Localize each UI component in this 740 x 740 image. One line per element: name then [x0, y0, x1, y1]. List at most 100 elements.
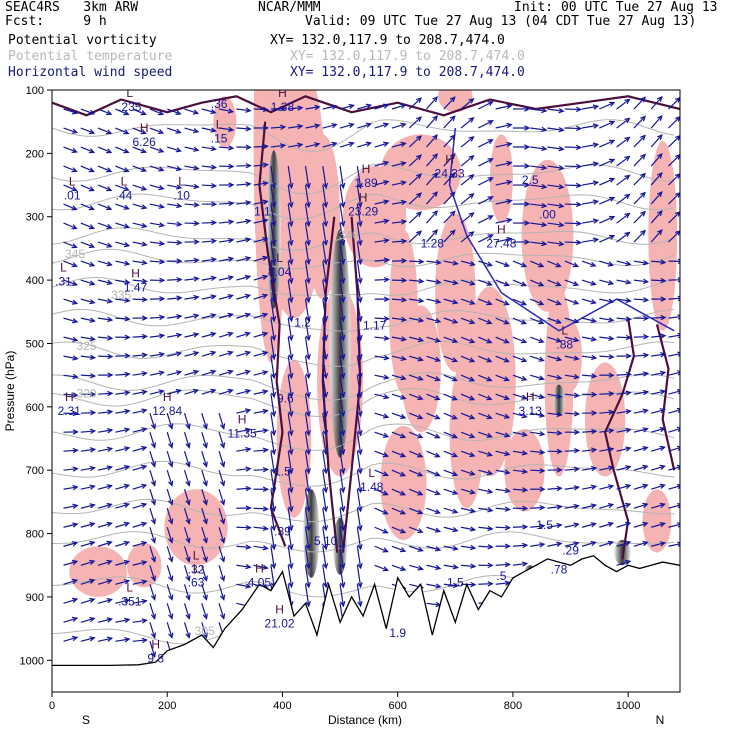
- wind-vector-head: [322, 506, 329, 513]
- wind-vector-shaft: [236, 201, 251, 205]
- wind-vector-shaft: [339, 299, 344, 321]
- wind-vector: [184, 294, 200, 301]
- wind-vector-head: [89, 317, 96, 323]
- wind-vector-head: [382, 547, 389, 553]
- wind-vector-shaft: [270, 203, 275, 226]
- wind-vector-shaft: [305, 143, 320, 148]
- wind-vector: [322, 280, 329, 304]
- wind-vector: [115, 241, 131, 248]
- wind-vector-shaft: [236, 467, 251, 471]
- wind-vector-shaft: [530, 108, 547, 112]
- wind-vector-shaft: [426, 191, 438, 205]
- wind-vector-head: [469, 299, 476, 305]
- wind-vector-head: [538, 393, 546, 400]
- theta-contour: [52, 423, 675, 451]
- wind-vector-head: [520, 338, 528, 344]
- wind-vector-shaft: [132, 165, 147, 172]
- wind-vector: [132, 560, 148, 566]
- wind-vector-head: [227, 237, 235, 244]
- wind-vector-shaft: [391, 564, 406, 571]
- wind-vector-shaft: [287, 489, 293, 512]
- wind-vector: [236, 583, 252, 589]
- wind-vector-shaft: [184, 108, 199, 114]
- wind-vector-head: [192, 351, 200, 357]
- wind-vector-shaft: [63, 523, 78, 528]
- wind-vector-head: [305, 258, 311, 266]
- wind-vector-shaft: [184, 184, 199, 188]
- wind-vector-shaft: [374, 412, 389, 418]
- wind-vector-head: [520, 262, 528, 268]
- wind-vector: [582, 391, 598, 398]
- wind-vector-shaft: [339, 451, 344, 474]
- wind-vector-head: [262, 274, 269, 280]
- pv-shaded-region: [276, 359, 312, 518]
- wind-vector: [287, 508, 294, 532]
- wind-vector-shaft: [80, 541, 95, 547]
- wind-vector-shaft: [495, 374, 509, 381]
- pv-shaded-region: [380, 134, 462, 211]
- wind-vector-head: [340, 315, 346, 323]
- wind-vector-head: [640, 229, 646, 236]
- wind-vector-head: [435, 564, 442, 571]
- wind-vector: [547, 107, 565, 114]
- wind-vector-shaft: [460, 174, 474, 186]
- wind-vector: [97, 127, 113, 135]
- wind-vector-shaft: [339, 356, 344, 378]
- wind-vector-shaft: [201, 184, 216, 187]
- wind-vector-head: [193, 183, 200, 190]
- wind-vector-shaft: [668, 192, 680, 205]
- wind-vector-head: [305, 601, 311, 608]
- wind-vector-head: [123, 540, 131, 547]
- wind-vector-shaft: [236, 370, 250, 376]
- wind-vector: [63, 184, 78, 192]
- wind-vector: [201, 622, 208, 639]
- wind-vector-shaft: [322, 142, 337, 148]
- wind-vector-shaft: [339, 165, 344, 188]
- wind-vector: [80, 354, 97, 360]
- wind-vector: [426, 469, 441, 477]
- wind-vector-head: [305, 372, 311, 380]
- wind-vector-head: [305, 220, 311, 228]
- wind-vector: [98, 390, 114, 397]
- wind-vector-head: [575, 182, 583, 189]
- wind-vector-shaft: [374, 450, 388, 457]
- wind-vector: [651, 352, 667, 358]
- wind-vector-head: [399, 471, 407, 477]
- wind-vector-head: [340, 601, 346, 608]
- wind-vector-shaft: [443, 115, 456, 129]
- wind-vector-head: [193, 313, 200, 319]
- wind-vector-head: [487, 507, 494, 513]
- pv-extremum-marker: L: [126, 86, 133, 100]
- wind-vector: [633, 408, 649, 414]
- wind-vector-head: [660, 277, 667, 284]
- wind-vector: [582, 410, 598, 416]
- wind-vector: [530, 126, 548, 133]
- wind-vector: [426, 336, 442, 343]
- wind-vector: [183, 470, 191, 487]
- wind-vector-head: [210, 313, 217, 319]
- wind-vector: [63, 522, 79, 528]
- wind-vector-head: [141, 637, 148, 644]
- wind-vector: [80, 484, 96, 490]
- wind-vector: [374, 141, 390, 148]
- wind-vector-shaft: [132, 203, 147, 209]
- wind-vector-head: [107, 316, 114, 323]
- wind-vector-shaft: [495, 526, 510, 529]
- wind-vector-head: [72, 429, 79, 435]
- wind-vector-shaft: [270, 375, 275, 398]
- wind-vector-shaft: [132, 465, 147, 471]
- wind-vector: [650, 133, 663, 148]
- y-tick-label: 300: [26, 212, 44, 224]
- wind-vector-shaft: [357, 123, 371, 129]
- wind-vector: [651, 333, 667, 339]
- wind-vector: [616, 502, 632, 509]
- wind-vector-head: [123, 148, 130, 154]
- wind-vector-head: [210, 294, 217, 300]
- pv-extremum-value: .29: [562, 544, 579, 558]
- wind-vector-head: [305, 277, 311, 285]
- wind-vector-head: [228, 163, 235, 170]
- wind-vector-shaft: [218, 351, 233, 357]
- wind-vector-shaft: [530, 450, 545, 454]
- wind-vector-shaft: [547, 146, 564, 150]
- wind-vector-head: [270, 430, 277, 437]
